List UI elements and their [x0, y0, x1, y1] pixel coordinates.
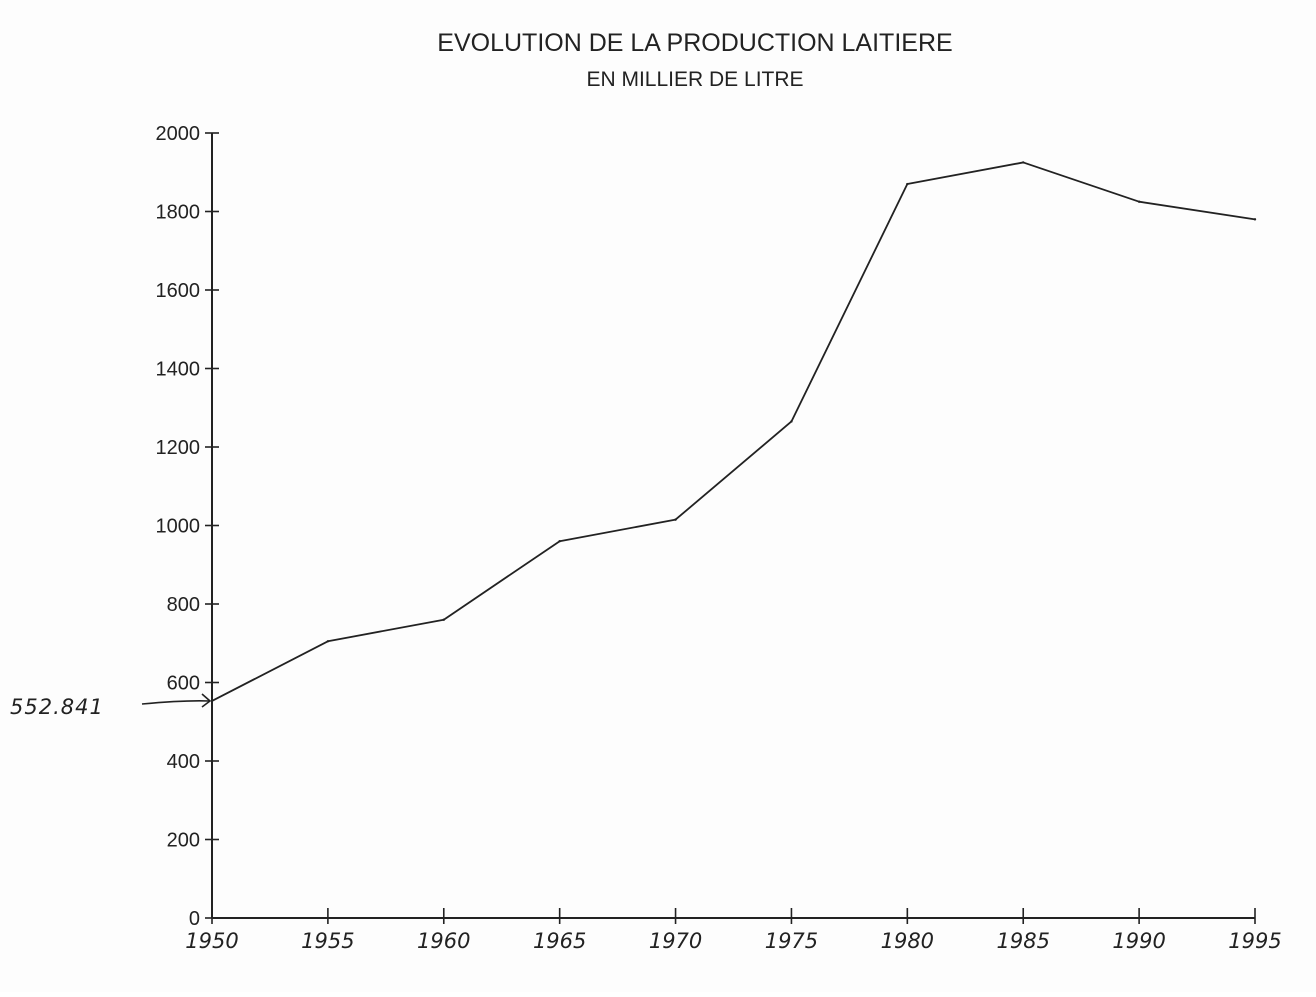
annotation-label: 552.841 [10, 695, 104, 719]
data-point [442, 618, 445, 621]
chart-subtitle: EN MILLIER DE LITRE [586, 68, 803, 91]
data-point [906, 182, 909, 186]
data-point [1253, 218, 1257, 221]
y-tick-label: 2000 [156, 123, 201, 145]
data-point [210, 699, 214, 703]
y-tick-label: 1200 [156, 437, 201, 459]
x-tick-label: 1970 [649, 929, 702, 953]
x-tick-label: 1975 [765, 929, 818, 953]
y-tick-label: 1000 [156, 516, 201, 538]
y-tick-label: 1600 [156, 280, 201, 302]
x-tick-label: 1990 [1112, 929, 1165, 953]
x-tick-label: 1985 [996, 929, 1049, 953]
y-tick-label: 200 [167, 830, 200, 852]
x-tick-label: 1965 [533, 929, 586, 953]
data-point [1022, 161, 1025, 164]
data-point [558, 540, 561, 543]
x-tick-label: 1980 [881, 929, 934, 953]
data-point [674, 518, 677, 521]
data-point [790, 420, 793, 423]
y-tick-label: 0 [189, 908, 200, 930]
x-tick-label: 1950 [185, 929, 238, 953]
y-tick-label: 1800 [156, 202, 201, 224]
series-group [210, 161, 1257, 703]
data-point [1137, 200, 1141, 203]
x-tick-label: 1955 [301, 929, 354, 953]
y-tick-label: 1400 [156, 359, 201, 381]
y-tick-label: 800 [167, 594, 200, 616]
y-axis-ticks: 0 200 400 600 800 1000 1200 1400 1600 1800 2000 [156, 123, 219, 930]
chart-title: EVOLUTION DE LA PRODUCTION LAITIERE [437, 29, 952, 57]
x-axis-ticks: 1950 1955 1960 1965 1970 1975 1980 1985 1990 1995 [185, 908, 1282, 953]
annotation-arrow [141, 700, 211, 705]
annotation-group: 552.841 [10, 693, 212, 719]
data-point [326, 640, 330, 643]
y-tick-label: 600 [167, 673, 200, 695]
x-tick-label: 1960 [417, 929, 470, 953]
x-tick-label: 1995 [1228, 929, 1281, 953]
annotation-arrow-head [201, 693, 212, 708]
series-line [211, 161, 1256, 702]
y-tick-label: 400 [167, 751, 200, 773]
